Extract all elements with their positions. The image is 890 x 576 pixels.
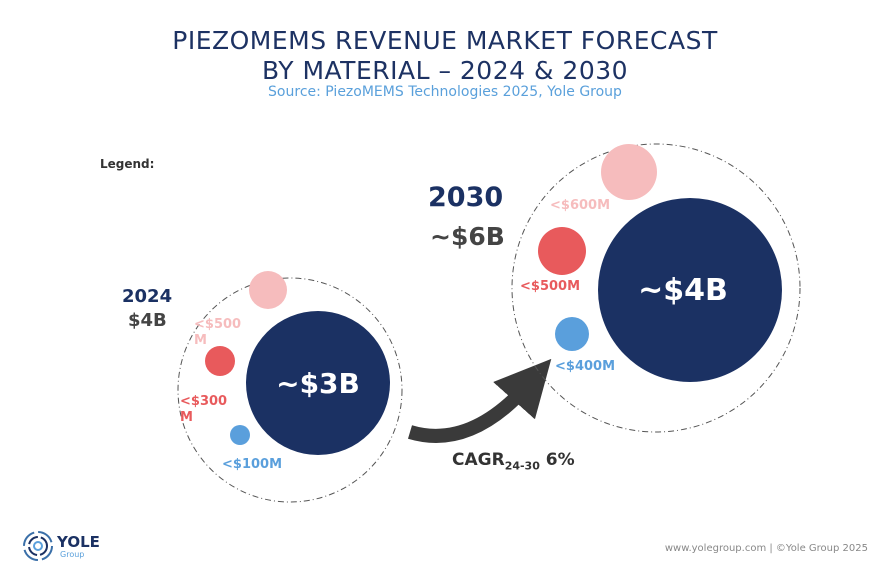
bubble-2024-pzt — [205, 346, 235, 376]
bubble-2024-aln — [230, 425, 250, 445]
label-2030-pzt: <$500M — [520, 279, 580, 294]
group-outline-2024 — [177, 277, 403, 503]
total-2024: $4B — [128, 310, 167, 331]
legend-title: Legend: — [100, 157, 155, 171]
label-2024-pvdf: <$500 M — [194, 317, 241, 348]
legend-pzt: PZT — [200, 184, 224, 198]
bubble-2024-pvdf — [249, 271, 287, 309]
year-2024: 2024 — [122, 286, 173, 307]
cagr-period: 24-30 — [504, 459, 540, 473]
title-line-2: BY MATERIAL – 2024 & 2030 — [261, 56, 629, 85]
growth-arrow — [407, 358, 552, 443]
label-2030-aln: <$400M — [555, 359, 615, 374]
year-2030: 2030 — [428, 182, 504, 213]
logo-text: YOLE — [57, 533, 100, 551]
legend-alscn: Al(Sc)N — [113, 184, 159, 198]
label-2024-aln: <$100M — [222, 457, 282, 472]
cagr-label: CAGR24-30 6% — [452, 450, 575, 472]
label-2024-alscn: ~$3B — [276, 367, 360, 400]
bubble-2030-aln — [555, 317, 589, 351]
bubble-2030-alscn — [598, 198, 782, 382]
cagr-prefix: CAGR — [452, 450, 505, 470]
total-2030: ~$6B — [430, 222, 505, 251]
legend-aln: AlN — [125, 221, 147, 235]
group-outline-2030 — [511, 143, 801, 433]
bubble-2024-alscn — [246, 311, 390, 455]
copyright: www.yolegroup.com | ©Yole Group 2025 — [664, 543, 868, 554]
label-2030-pvdf: <$600M — [550, 198, 610, 213]
label-2024-pzt: <$300 M — [180, 394, 227, 425]
bubble-2030-pvdf — [601, 144, 657, 200]
yole-logo-icon — [22, 530, 54, 562]
label-2030-alscn: ~$4B — [638, 273, 728, 308]
cagr-value: 6% — [545, 450, 575, 470]
logo-sub: Group — [60, 550, 85, 559]
legend-pvdf: PVDF — [195, 221, 229, 235]
subtitle: Source: PiezoMEMS Technologies 2025, Yol… — [268, 84, 622, 100]
bubble-2030-pzt — [538, 227, 586, 275]
title-line-1: PIEZOMEMS REVENUE MARKET FORECAST — [172, 26, 718, 55]
